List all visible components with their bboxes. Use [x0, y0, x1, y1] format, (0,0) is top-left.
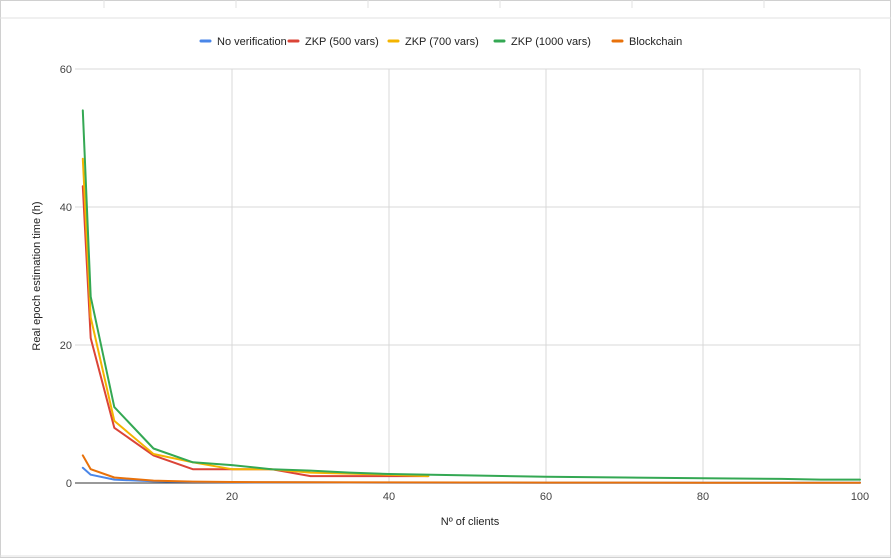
legend: No verification ZKP (500 vars) ZKP (700 va…: [199, 36, 682, 48]
x-tick-label: 100: [851, 491, 869, 503]
x-tick-label: 40: [383, 491, 395, 503]
series-line-zkp-500-vars: [81, 185, 430, 478]
legend-item-zkp-500-vars: ZKP (500 vars): [287, 36, 379, 48]
legend-label: Blockchain: [629, 36, 682, 48]
series-line-blockchain: [81, 454, 861, 484]
tick-labels: 0 20 40 60 20 40 60 80 100: [60, 64, 869, 503]
legend-label: No verification: [217, 36, 287, 48]
y-axis-title: Real epoch estimation time (h): [31, 201, 43, 350]
y-tick-label: 20: [60, 340, 72, 352]
x-axis-title: Nº of clients: [441, 516, 500, 528]
gridlines: [75, 68, 861, 484]
legend-item-no-verification: No verification: [199, 36, 287, 48]
legend-item-zkp-1000-vars: ZKP (1000 vars): [493, 36, 591, 48]
y-tick-label: 0: [66, 478, 72, 490]
legend-label: ZKP (700 vars): [405, 36, 479, 48]
legend-label: ZKP (1000 vars): [511, 36, 591, 48]
series-line-zkp-700-vars: [81, 157, 430, 478]
series-line-zkp-1000-vars: [81, 109, 861, 481]
y-tick-label: 40: [60, 202, 72, 214]
x-tick-label: 80: [697, 491, 709, 503]
x-tick-label: 20: [226, 491, 238, 503]
legend-item-blockchain: Blockchain: [611, 36, 682, 48]
series-lines: [81, 109, 861, 484]
y-tick-label: 60: [60, 64, 72, 76]
legend-label: ZKP (500 vars): [305, 36, 379, 48]
x-tick-label: 60: [540, 491, 552, 503]
legend-item-zkp-700-vars: ZKP (700 vars): [387, 36, 479, 48]
